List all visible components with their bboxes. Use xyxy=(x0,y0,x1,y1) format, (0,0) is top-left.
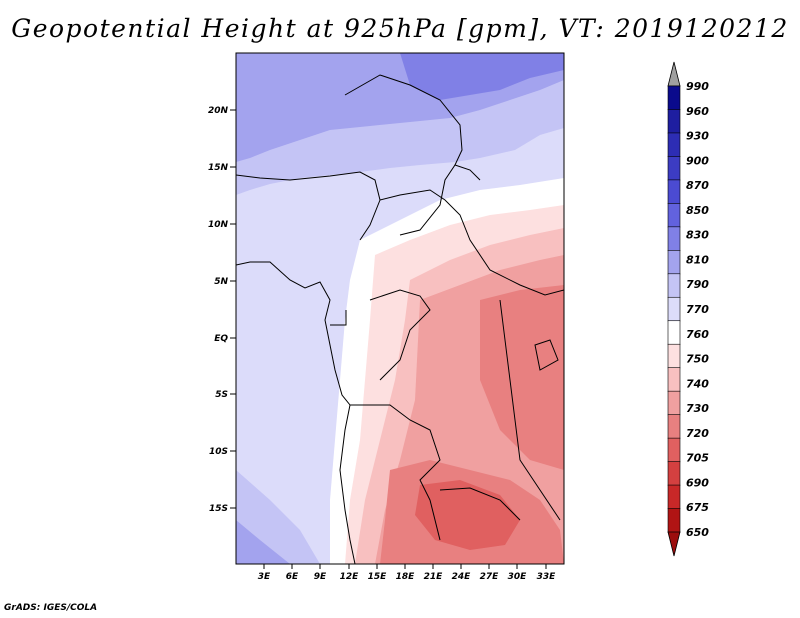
lat-label-10s: 10S xyxy=(209,447,228,457)
lat-label-20n: 20N xyxy=(208,106,229,116)
lon-label-27e: 27E xyxy=(480,572,500,582)
border-b xyxy=(236,171,381,241)
colorbar-label: 740 xyxy=(686,377,709,390)
colorbar-top-arrow xyxy=(667,61,681,87)
colorbar-label: 960 xyxy=(686,105,709,118)
colorbar-label: 650 xyxy=(686,526,709,539)
colorbar-label: 930 xyxy=(686,130,709,143)
colorbar-band xyxy=(667,390,681,416)
field-810-830-southwest xyxy=(236,520,290,564)
border-e xyxy=(350,404,441,541)
lon-label-33e: 33E xyxy=(537,572,557,582)
coastline xyxy=(236,261,356,564)
boundaries xyxy=(236,74,564,564)
colorbar-band xyxy=(667,250,681,275)
colorbar-label: 760 xyxy=(686,328,709,341)
lat-label-eq: EQ xyxy=(214,334,228,344)
border-d xyxy=(369,289,431,381)
colorbar-band xyxy=(667,484,681,510)
colorbar-label: 900 xyxy=(686,154,709,167)
colorbar-label: 830 xyxy=(686,229,709,242)
field-720-730-east xyxy=(480,285,564,470)
colorbar-band xyxy=(667,296,681,322)
colorbar: 990 960 930 900 870 850 830 810 790 770 760 750 740 7… xyxy=(667,61,709,557)
colorbar-label: 730 xyxy=(686,402,709,415)
colorbar-band xyxy=(667,343,681,369)
border-h xyxy=(330,310,347,326)
colorbar-band xyxy=(667,132,681,158)
height-field xyxy=(236,53,564,564)
colorbar-label: 720 xyxy=(686,427,709,440)
colorbar-band xyxy=(667,179,681,204)
colorbar-band xyxy=(667,437,681,463)
lon-label-6e: 6E xyxy=(286,572,299,582)
lon-label-30e: 30E xyxy=(508,572,528,582)
colorbar-bottom-arrow xyxy=(667,531,681,557)
colorbar-label: 850 xyxy=(686,204,709,217)
colorbar-band xyxy=(667,226,681,251)
lat-label-5s: 5S xyxy=(215,390,228,400)
colorbar-label: 870 xyxy=(686,179,709,192)
colorbar-band xyxy=(667,367,681,392)
colorbar-label: 690 xyxy=(686,476,709,489)
colorbar-band xyxy=(667,320,681,345)
lon-label-3e: 3E xyxy=(258,572,271,582)
border-c xyxy=(379,189,564,296)
colorbar-band xyxy=(667,156,681,181)
colorbar-label: 770 xyxy=(686,303,709,316)
colorbar-label: 790 xyxy=(686,278,709,291)
lon-label-18e: 18E xyxy=(396,572,416,582)
lon-label-15e: 15E xyxy=(368,572,388,582)
colorbar-label: 990 xyxy=(686,80,709,93)
border-a xyxy=(344,74,463,166)
colorbar-band xyxy=(667,109,681,134)
colorbar-band xyxy=(667,461,681,486)
map-frame xyxy=(235,52,565,565)
lon-label-24e: 24E xyxy=(452,572,472,582)
lat-label-15n: 15N xyxy=(208,163,229,173)
lon-label-9e: 9E xyxy=(314,572,327,582)
lat-axis: 20N 15N 10N 5N EQ 5S 10S 15S xyxy=(208,106,236,514)
lake-outline xyxy=(534,339,559,371)
colorbar-label: 705 xyxy=(686,452,709,465)
colorbar-label: 750 xyxy=(686,353,709,366)
field-830-850-north xyxy=(400,53,564,100)
grads-credit: GrADS: IGES/COLA xyxy=(4,603,98,613)
lat-label-15s: 15S xyxy=(209,504,228,514)
lon-label-12e: 12E xyxy=(340,572,360,582)
colorbar-bands xyxy=(667,85,681,533)
colorbar-band xyxy=(667,203,681,228)
colorbar-band xyxy=(667,273,681,298)
lat-label-5n: 5N xyxy=(214,277,228,287)
lat-label-10n: 10N xyxy=(208,220,229,230)
border-i xyxy=(399,164,481,236)
lon-axis: 3E 6E 9E 12E 15E 18E 21E 24E 27E 30E 33E xyxy=(258,564,556,582)
colorbar-label: 810 xyxy=(686,253,709,266)
colorbar-band xyxy=(667,508,681,533)
lon-label-21e: 21E xyxy=(424,572,444,582)
border-f xyxy=(439,487,521,521)
colorbar-labels: 990 960 930 900 870 850 830 810 790 770 760 750 740 7… xyxy=(686,80,709,539)
chart-title: Geopotential Height at 925hPa [gpm], VT:… xyxy=(11,14,789,43)
border-g xyxy=(499,299,561,521)
colorbar-band xyxy=(667,414,681,439)
colorbar-band xyxy=(667,85,681,111)
colorbar-label: 675 xyxy=(686,501,709,514)
